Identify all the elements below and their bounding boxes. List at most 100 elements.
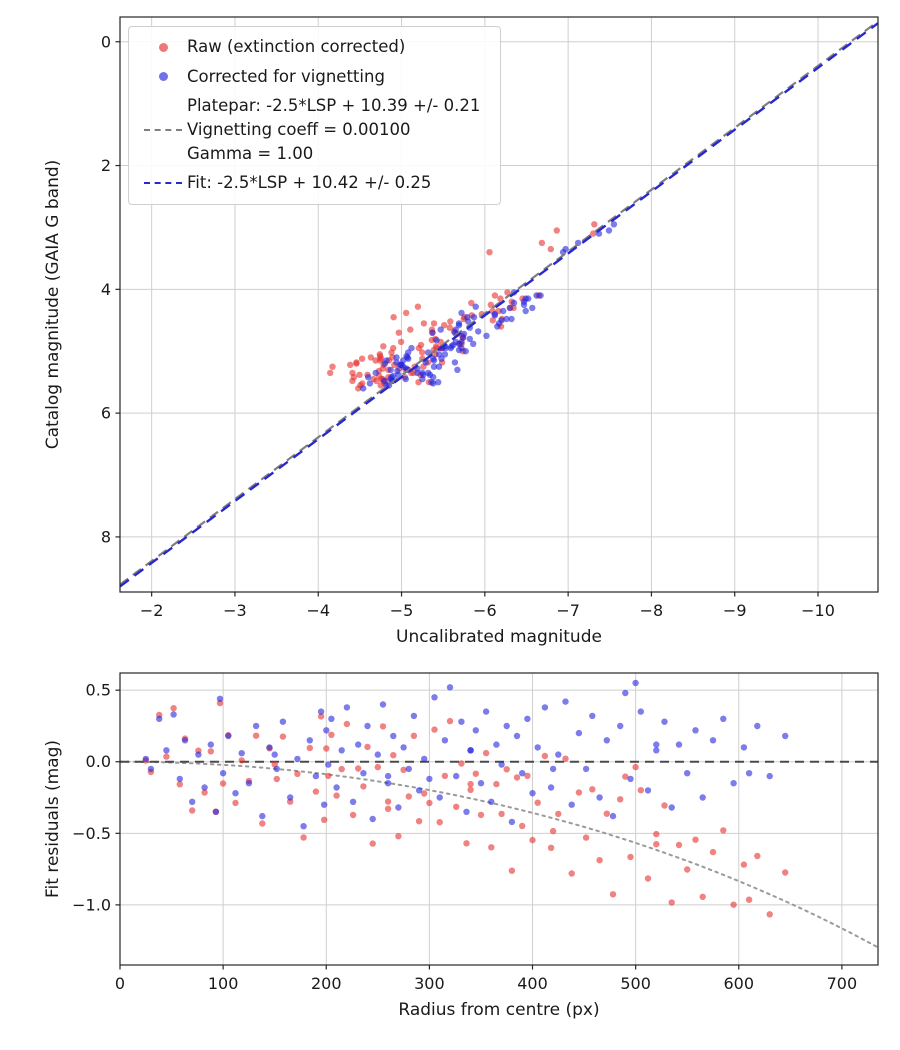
gray-dashed-line-icon xyxy=(144,129,182,132)
legend-swatch xyxy=(139,129,187,132)
scatter-point xyxy=(225,732,232,740)
scatter-point xyxy=(541,704,549,711)
bottom-plot: 0 100 200 300 400 500 600 700 0.5 0.0 −0.5 −1.0 Radi… xyxy=(43,672,879,1020)
scatter-point xyxy=(328,731,335,738)
scatter-point xyxy=(529,836,536,844)
x-tick-label: −4 xyxy=(306,601,330,620)
scatter-point xyxy=(325,761,332,768)
scatter-point xyxy=(395,329,402,336)
scatter-point xyxy=(426,799,433,807)
scatter-point xyxy=(472,770,479,777)
scatter-point xyxy=(216,695,224,702)
scatter-point xyxy=(379,701,387,708)
x-tick-label: 600 xyxy=(724,974,755,993)
scatter-point xyxy=(498,761,505,768)
legend-item-corrected: Corrected for vignetting xyxy=(139,67,480,88)
scatter-point xyxy=(384,798,392,805)
x-tick-label: 400 xyxy=(517,974,548,993)
scatter-point xyxy=(782,732,789,740)
scatter-point xyxy=(189,807,196,814)
y-tick-label: −1.0 xyxy=(72,895,111,914)
scatter-point xyxy=(472,303,479,310)
scatter-point xyxy=(782,869,789,876)
x-tick-label: 100 xyxy=(208,974,239,993)
scatter-point xyxy=(325,772,332,780)
scatter-point xyxy=(142,755,149,763)
scatter-point xyxy=(436,819,443,826)
scatter-point xyxy=(452,338,459,346)
scatter-point xyxy=(458,760,465,767)
scatter-point xyxy=(323,745,330,752)
scatter-point xyxy=(699,794,706,801)
scatter-point xyxy=(395,804,402,811)
scatter-point xyxy=(506,304,513,312)
scatter-point xyxy=(201,784,208,791)
scatter-point xyxy=(467,780,474,788)
scatter-point xyxy=(547,844,555,851)
scatter-point xyxy=(421,755,428,763)
y-tick-label: 6 xyxy=(101,404,111,423)
scatter-point xyxy=(555,751,562,758)
scatter-point xyxy=(520,301,528,308)
y-axis-label: Fit residuals (mag) xyxy=(43,740,63,898)
blue-dot-marker-icon xyxy=(158,72,168,82)
scatter-point xyxy=(720,827,727,834)
scatter-point xyxy=(390,314,397,321)
scatter-point xyxy=(207,748,214,755)
scatter-point xyxy=(372,357,379,364)
scatter-point xyxy=(259,820,266,827)
scatter-point xyxy=(653,741,660,748)
scatter-point xyxy=(266,744,273,751)
x-tick-label: 300 xyxy=(414,974,445,993)
scatter-point xyxy=(430,374,437,381)
scatter-point xyxy=(441,351,449,358)
scatter-point xyxy=(201,789,208,796)
scatter-point xyxy=(458,338,465,346)
scatter-point xyxy=(349,811,357,819)
scatter-point xyxy=(355,765,362,772)
scatter-point xyxy=(692,727,699,734)
scatter-point xyxy=(487,301,494,308)
scatter-point xyxy=(489,317,496,324)
scatter-point xyxy=(668,804,675,811)
legend-label-corrected: Corrected for vignetting xyxy=(187,66,385,86)
legend-item-platepar: Platepar: -2.5*LSP + 10.39 +/- 0.21 Vign… xyxy=(139,96,480,164)
scatter-point xyxy=(384,805,392,812)
scatter-point xyxy=(163,747,170,754)
scatter-point xyxy=(745,896,753,903)
scatter-point xyxy=(376,351,383,358)
scatter-point xyxy=(463,808,470,815)
scatter-point xyxy=(596,794,603,801)
scatter-point xyxy=(720,715,727,722)
scatter-point xyxy=(495,320,503,327)
scatter-point xyxy=(465,318,472,325)
scatter-point xyxy=(317,708,325,715)
scatter-point xyxy=(430,380,437,387)
scatter-point xyxy=(522,295,529,302)
scatter-point xyxy=(534,799,541,806)
scatter-point xyxy=(575,729,583,737)
y-axis-label: Catalog magnitude (GAIA G band) xyxy=(43,160,63,450)
scatter-point xyxy=(463,840,470,847)
scatter-point xyxy=(379,723,387,730)
scatter-point xyxy=(181,737,189,744)
scatter-point xyxy=(493,741,500,748)
scatter-point xyxy=(470,314,478,321)
x-tick-label: −2 xyxy=(140,601,164,620)
scatter-point xyxy=(433,336,440,344)
scatter-point xyxy=(622,689,629,697)
scatter-point xyxy=(232,790,239,797)
scatter-point xyxy=(369,840,376,847)
scatter-point xyxy=(212,808,220,815)
scatter-point xyxy=(430,363,438,370)
scatter-point xyxy=(403,309,410,317)
scatter-point xyxy=(430,357,438,364)
scatter-point xyxy=(436,794,443,801)
scatter-point xyxy=(245,780,253,787)
scatter-point xyxy=(549,827,557,835)
plot-border xyxy=(119,16,879,593)
scatter-point xyxy=(559,249,567,256)
scatter-point xyxy=(415,344,423,352)
scatter-point xyxy=(353,359,360,366)
scatter-point xyxy=(446,684,454,691)
